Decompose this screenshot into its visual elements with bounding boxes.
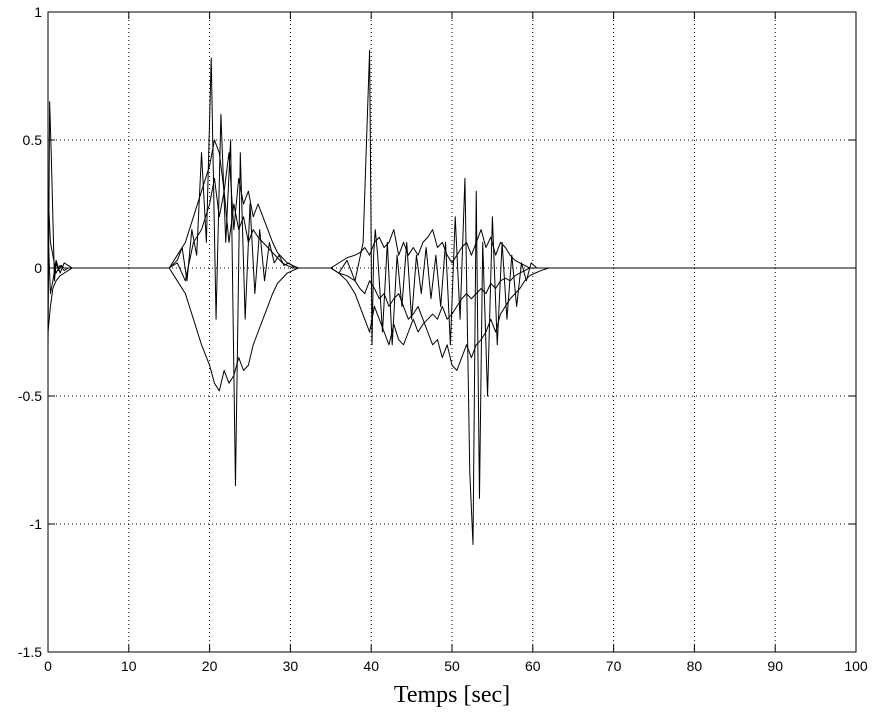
x-tick-label: 70 — [606, 658, 622, 674]
x-tick-label: 60 — [525, 658, 541, 674]
x-tick-label: 90 — [767, 658, 783, 674]
x-axis-label: Temps [sec] — [394, 682, 510, 708]
series-line-2 — [47, 139, 856, 295]
x-tick-label: 80 — [687, 658, 703, 674]
y-tick-label: -1 — [30, 516, 43, 532]
axis-ticks — [47, 11, 857, 653]
grid-lines — [48, 12, 856, 652]
x-tick-label: 50 — [444, 658, 460, 674]
x-tick-label: 30 — [283, 658, 299, 674]
y-tick-labels: 1 0.5 0 -0.5 -1 -1.5 — [18, 4, 42, 660]
y-tick-label: -1.5 — [18, 644, 42, 660]
series-line-3 — [47, 267, 856, 392]
series-lines — [47, 49, 856, 545]
x-tick-label: 0 — [44, 658, 52, 674]
x-tick-label: 10 — [121, 658, 137, 674]
series-line-4 — [47, 177, 856, 371]
x-tick-label: 40 — [363, 658, 379, 674]
y-tick-label: 0.5 — [23, 132, 43, 148]
y-tick-label: 0 — [34, 260, 42, 276]
x-tick-labels: 0 10 20 30 40 50 60 70 80 90 100 — [44, 658, 868, 674]
x-tick-label: 100 — [844, 658, 868, 674]
series-line-1 — [47, 49, 856, 545]
x-tick-label: 20 — [202, 658, 218, 674]
y-tick-label: -0.5 — [18, 388, 42, 404]
y-tick-label: 1 — [34, 4, 42, 20]
